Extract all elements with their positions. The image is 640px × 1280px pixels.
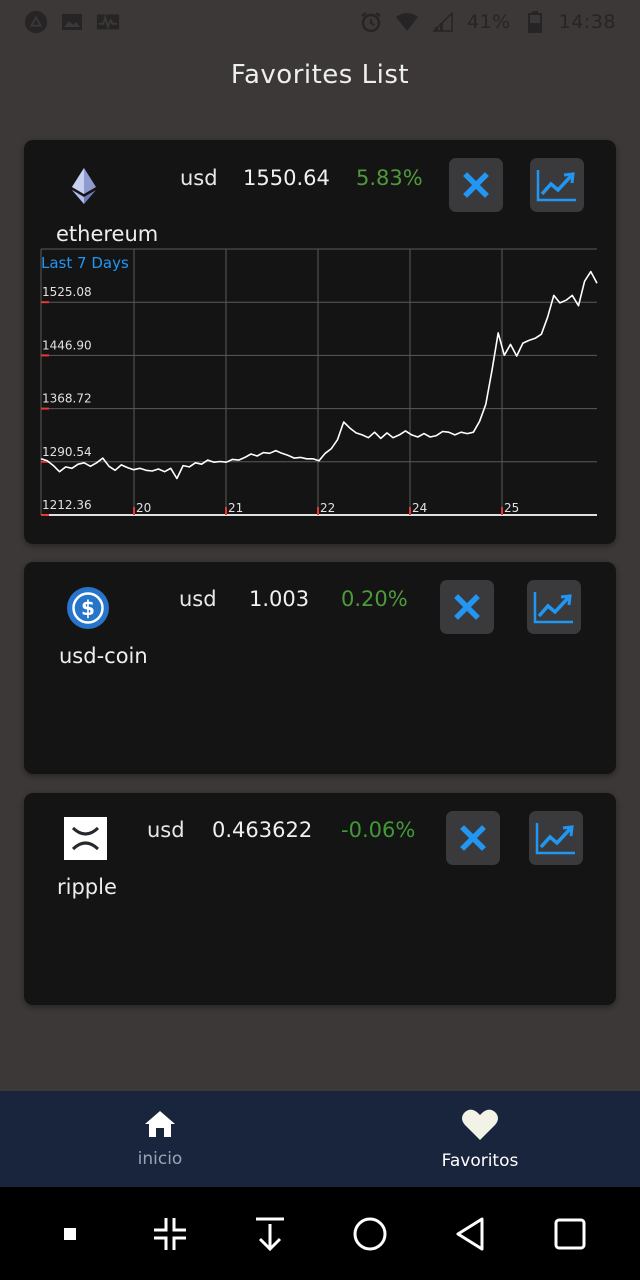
currency-label: usd: [147, 818, 185, 842]
trend-chart-icon: [533, 592, 573, 624]
home-circle-icon: [353, 1217, 387, 1250]
y-tick-label: 1446.90: [42, 338, 92, 352]
clock: 14:38: [558, 11, 616, 33]
view-chart-button[interactable]: [529, 811, 583, 865]
price-change: 0.20%: [341, 587, 408, 611]
download-button[interactable]: [245, 1209, 295, 1259]
chart-canvas: 1212.36 1290.54 1368.72 1446.90 1525.08 20 21 2…: [40, 248, 598, 516]
view-chart-button[interactable]: [527, 580, 581, 634]
wifi-icon: [395, 11, 419, 33]
heart-icon: [462, 1109, 498, 1140]
download-icon: [256, 1217, 284, 1251]
favorite-card-usd-coin: $ usd-coin usd 1.003 0.20%: [24, 562, 616, 774]
nav-label-favoritos: Favoritos: [441, 1151, 519, 1171]
coin-name: usd-coin: [59, 644, 148, 668]
battery-percent: 41%: [467, 11, 511, 33]
favorite-card-ethereum: ethereum usd 1550.64 5.83% 1212.36 1290.5…: [24, 140, 616, 544]
coin-name: ethereum: [56, 222, 159, 246]
back-icon: [456, 1217, 484, 1250]
nav-item-inicio[interactable]: inicio: [0, 1091, 320, 1187]
y-tick-label: 1525.08: [42, 285, 92, 299]
price-change: -0.06%: [341, 818, 416, 842]
price-line: [40, 270, 598, 480]
recents-icon: [554, 1218, 586, 1249]
close-icon: [454, 594, 480, 620]
x-tick-label: 25: [504, 501, 519, 515]
status-bar: 41% 14:38: [0, 0, 640, 44]
system-navigation-bar: [0, 1187, 640, 1280]
remove-favorite-button[interactable]: [440, 580, 494, 634]
coin-name: ripple: [57, 875, 117, 899]
currency-label: usd: [180, 166, 218, 190]
page-title: Favorites List: [230, 60, 410, 90]
close-icon: [460, 825, 486, 851]
home-icon: [145, 1111, 175, 1137]
chart-title: Last 7 Days: [41, 254, 129, 272]
y-tick-label: 1290.54: [42, 445, 92, 459]
status-bar-left: [24, 10, 120, 34]
app-icon: [24, 10, 48, 34]
menu-dot-button[interactable]: [45, 1209, 95, 1259]
trend-chart-icon: [535, 823, 575, 855]
nav-label-inicio: inicio: [137, 1149, 183, 1169]
price-value: 0.463622: [212, 818, 313, 842]
bottom-navigation: inicio Favoritos: [0, 1091, 640, 1187]
view-chart-button[interactable]: [530, 158, 584, 212]
y-tick-label: 1212.36: [42, 498, 92, 512]
collapse-button[interactable]: [145, 1209, 195, 1259]
x-tick-label: 20: [136, 501, 151, 515]
image-icon: [60, 11, 84, 33]
battery-icon: [523, 11, 547, 33]
price-value: 1550.64: [243, 166, 330, 190]
favorite-card-ripple: ripple usd 0.463622 -0.06%: [24, 793, 616, 1005]
activity-icon: [96, 11, 120, 33]
close-icon: [463, 172, 489, 198]
home-button[interactable]: [345, 1209, 395, 1259]
x-tick-label: 21: [228, 501, 243, 515]
y-tick-label: 1368.72: [42, 392, 92, 406]
price-change: 5.83%: [356, 166, 423, 190]
price-value: 1.003: [249, 587, 310, 611]
remove-favorite-button[interactable]: [449, 158, 503, 212]
x-tick-label: 22: [320, 501, 335, 515]
alarm-icon: [359, 11, 383, 33]
svg-text:$: $: [81, 596, 95, 620]
signal-icon: [431, 11, 455, 33]
recents-button[interactable]: [545, 1209, 595, 1259]
remove-favorite-button[interactable]: [446, 811, 500, 865]
status-bar-right: 41% 14:38: [359, 11, 616, 33]
collapse-icon: [154, 1217, 186, 1250]
x-tick-label: 24: [412, 501, 427, 515]
nav-item-favoritos[interactable]: Favoritos: [320, 1091, 640, 1187]
ethereum-icon: [70, 166, 98, 206]
menu-dot-icon: [64, 1227, 76, 1240]
back-button[interactable]: [445, 1209, 495, 1259]
usdc-icon: $: [66, 586, 110, 630]
currency-label: usd: [179, 587, 217, 611]
trend-chart-icon: [536, 170, 576, 202]
price-chart: 1212.36 1290.54 1368.72 1446.90 1525.08 20 21 2…: [40, 248, 600, 520]
xrp-icon: [64, 817, 107, 860]
